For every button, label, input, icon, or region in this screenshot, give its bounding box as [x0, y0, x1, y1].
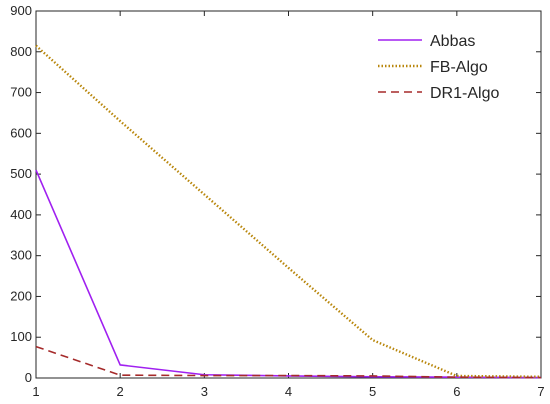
x-tick-label: 5	[369, 384, 376, 399]
y-tick-label: 200	[10, 288, 32, 303]
series-line-abbas	[35, 169, 542, 379]
x-tick-label: 4	[285, 384, 292, 399]
y-tick-label: 500	[10, 166, 32, 181]
x-tick-label: 1	[32, 384, 39, 399]
series-layer	[35, 44, 542, 379]
y-tick-label: 600	[10, 125, 32, 140]
legend-label: Abbas	[430, 33, 475, 50]
y-tick-label: 400	[10, 207, 32, 222]
x-tick-label: 3	[201, 384, 208, 399]
y-tick-label: 800	[10, 44, 32, 59]
y-tick-label: 0	[25, 370, 32, 385]
y-tick-label: 700	[10, 85, 32, 100]
legend-box	[366, 24, 531, 114]
legend-label: DR1-Algo	[430, 85, 499, 102]
x-tick-label: 6	[453, 384, 460, 399]
legend-label: FB-Algo	[430, 59, 488, 76]
y-axis: 0 100 200 300 400 500 600 700 800 900	[10, 3, 541, 385]
y-tick-label: 900	[10, 3, 32, 18]
legend: Abbas FB-Algo DR1-Algo	[366, 24, 531, 114]
series-line-fb-algo	[35, 44, 542, 378]
x-tick-label: 7	[537, 384, 544, 399]
x-tick-label: 2	[117, 384, 124, 399]
y-tick-label: 300	[10, 248, 32, 263]
y-tick-label: 100	[10, 329, 32, 344]
